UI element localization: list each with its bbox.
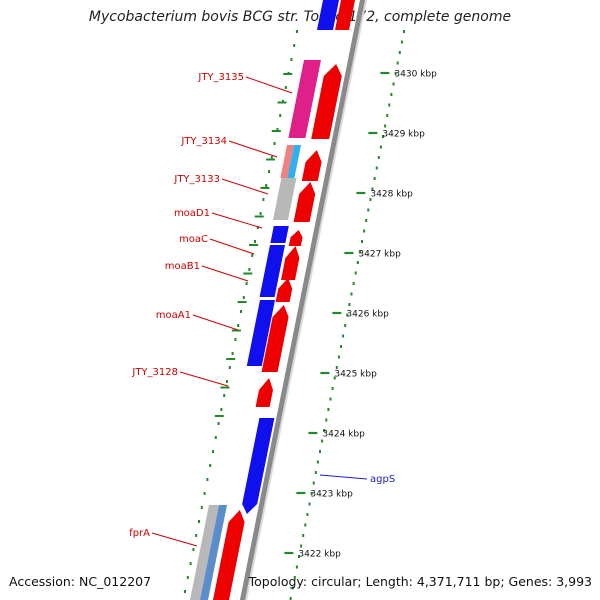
gene-label-moab1: moaB1 bbox=[165, 261, 200, 272]
kbp-tick-label: 3427 kbp bbox=[358, 250, 401, 260]
kbp-tick-label: 3423 kbp bbox=[310, 490, 353, 500]
kbp-tick-label: 3424 kbp bbox=[322, 430, 365, 440]
gene-jty-3128-forward bbox=[255, 378, 273, 407]
gene-leader-line bbox=[319, 474, 368, 480]
gene-moac-forward bbox=[281, 246, 300, 280]
gene-jty-3135-forward bbox=[311, 64, 342, 139]
gene-label-jty-3133: JTY_3133 bbox=[173, 174, 220, 185]
gene-leader-line bbox=[209, 238, 255, 255]
gene-moaa1-reverse bbox=[246, 300, 275, 366]
gene-leader-line bbox=[151, 532, 198, 547]
gene-leader-line bbox=[192, 314, 239, 331]
backbone-highlight bbox=[244, 0, 368, 600]
gene-jty-3134-cyan bbox=[287, 145, 301, 178]
gene-leader-line bbox=[245, 76, 293, 94]
gene-leader-line bbox=[201, 265, 249, 282]
gene-label-moaa1: moaA1 bbox=[156, 310, 191, 321]
kbp-tick-label: 3426 kbp bbox=[346, 310, 389, 320]
gene-leader-line bbox=[221, 178, 269, 195]
gene-label-jty-3135: JTY_3135 bbox=[197, 72, 244, 83]
gene-moaa1-forward bbox=[261, 305, 289, 372]
gene-moad1-reverse bbox=[270, 226, 289, 243]
gene-jty-3133-forward bbox=[293, 182, 316, 222]
gene-label-jty-3128: JTY_3128 bbox=[131, 367, 178, 378]
gene-fpra-forward bbox=[213, 510, 245, 600]
gene-moad1-forward bbox=[288, 230, 303, 246]
gene-jty-3135-reverse bbox=[288, 60, 321, 138]
backbone-line bbox=[239, 0, 367, 600]
reverse-gene bbox=[317, 0, 339, 30]
kbp-tick-label: 3430 kbp bbox=[394, 70, 437, 80]
gene-jty-3134-forward bbox=[301, 150, 322, 181]
gene-label-moac: moaC bbox=[179, 234, 208, 245]
map-title: Mycobacterium bovis BCG str. Tokyo 172, … bbox=[88, 9, 512, 25]
kbp-tick-label: 3429 kbp bbox=[382, 130, 425, 140]
gene-agps-reverse bbox=[242, 418, 275, 514]
kbp-tick-label: 3422 kbp bbox=[298, 550, 341, 560]
gene-label-jty-3134: JTY_3134 bbox=[180, 136, 227, 147]
kbp-tick-label: 3428 kbp bbox=[370, 190, 413, 200]
gene-moab1-forward bbox=[275, 278, 293, 302]
forward-gene bbox=[335, 0, 355, 30]
genome-info-label: Topology: circular; Length: 4,371,711 bp… bbox=[248, 574, 592, 589]
gene-jty-3133-grey bbox=[273, 178, 297, 220]
gene-fpra-grey bbox=[190, 505, 219, 600]
gene-leader-line bbox=[228, 140, 278, 158]
gene-leader-line bbox=[211, 212, 263, 229]
gene-fpra-steel bbox=[200, 505, 227, 600]
kbp-tick-label: 3425 kbp bbox=[334, 370, 377, 380]
gene-jty-3134-salmon bbox=[280, 145, 294, 178]
gene-label-agps: agpS bbox=[370, 474, 395, 485]
gene-moac-reverse bbox=[259, 245, 285, 297]
gene-label-moad1: moaD1 bbox=[174, 208, 210, 219]
accession-label: Accession: NC_012207 bbox=[9, 574, 152, 589]
gene-label-fpra: fprA bbox=[129, 528, 150, 539]
gene-leader-line bbox=[179, 371, 229, 387]
